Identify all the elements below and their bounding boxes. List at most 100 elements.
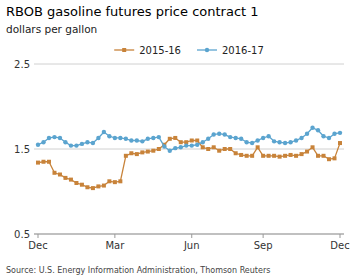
marker (151, 149, 155, 153)
marker (135, 138, 139, 142)
marker (228, 147, 232, 151)
marker (322, 154, 326, 158)
marker (228, 135, 232, 139)
marker (74, 143, 78, 147)
marker (102, 130, 106, 134)
marker (91, 141, 95, 145)
marker (146, 150, 150, 154)
marker (294, 154, 298, 158)
legend-marker (122, 48, 126, 52)
marker (85, 185, 89, 189)
marker (261, 136, 265, 140)
marker (239, 137, 243, 141)
marker (239, 153, 243, 157)
legend-marker (205, 48, 209, 52)
marker (140, 150, 144, 154)
marker (283, 154, 287, 158)
marker (332, 132, 336, 136)
marker (179, 145, 183, 149)
y-label: dollars per gallon (6, 23, 97, 35)
marker (338, 141, 342, 145)
marker (129, 151, 133, 155)
series (36, 136, 342, 190)
marker (338, 131, 342, 135)
marker (41, 160, 45, 164)
x-tick-label: Sep (254, 240, 273, 251)
marker (190, 143, 194, 147)
marker (157, 147, 161, 151)
line (38, 128, 340, 151)
plot-area (36, 126, 342, 191)
marker (278, 155, 282, 159)
legend-label: 2015-16 (139, 45, 181, 56)
marker (206, 147, 210, 151)
legend-item: 2016-17 (197, 45, 264, 56)
marker (118, 136, 122, 140)
marker (266, 134, 270, 138)
marker (113, 180, 117, 184)
x-tick-label: Mar (105, 240, 125, 251)
marker (311, 145, 315, 149)
marker (206, 137, 210, 141)
marker (277, 140, 281, 144)
marker (217, 149, 221, 153)
marker (124, 137, 128, 141)
marker (69, 143, 73, 147)
marker (36, 143, 40, 147)
grid-line (34, 234, 344, 235)
marker (327, 136, 331, 140)
marker (135, 152, 139, 156)
marker (162, 144, 166, 148)
marker (113, 136, 117, 140)
marker (289, 153, 293, 157)
marker (168, 149, 172, 153)
marker (91, 186, 95, 190)
marker (85, 140, 89, 144)
marker (212, 145, 216, 149)
marker (80, 183, 84, 187)
marker (288, 140, 292, 144)
marker (157, 135, 161, 139)
x-tick (340, 234, 341, 238)
marker (305, 150, 309, 154)
marker (201, 140, 205, 144)
x-tick (38, 234, 39, 238)
x-tick-label: Jun (183, 240, 200, 251)
marker (96, 184, 100, 188)
marker (102, 184, 106, 188)
marker (212, 132, 216, 136)
marker (321, 134, 325, 138)
marker (250, 154, 254, 158)
marker (195, 143, 199, 147)
x-axis (34, 234, 344, 235)
marker (118, 179, 122, 183)
marker (327, 157, 331, 161)
marker (107, 179, 111, 183)
marker (250, 141, 254, 145)
marker (47, 160, 51, 164)
x-tick (263, 234, 264, 238)
title: RBOB gasoline futures price contract 1 (6, 4, 259, 19)
marker (272, 154, 276, 158)
grid (34, 64, 344, 234)
marker (146, 137, 150, 141)
marker (168, 137, 172, 141)
series (36, 126, 342, 153)
legend-item: 2015-16 (114, 45, 181, 56)
chart: RBOB gasoline futures price contract 1 do… (0, 0, 354, 279)
marker (47, 136, 51, 140)
marker (140, 139, 144, 143)
y-tick-label: 0.5 (14, 229, 30, 240)
marker (267, 154, 271, 158)
marker (201, 145, 205, 149)
marker (63, 140, 67, 144)
marker (58, 136, 62, 140)
source: Source: U.S. Energy Information Administ… (6, 266, 270, 275)
marker (190, 139, 194, 143)
marker (256, 145, 260, 149)
marker (310, 126, 314, 130)
marker (223, 147, 227, 151)
marker (261, 154, 265, 158)
marker (245, 154, 249, 158)
marker (222, 132, 226, 136)
